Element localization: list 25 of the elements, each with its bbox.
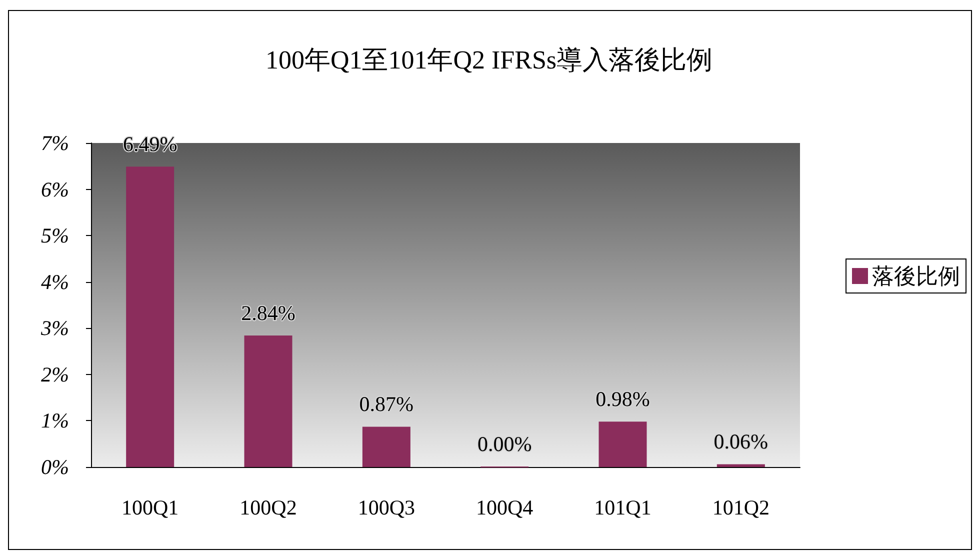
y-tick-label: 7% xyxy=(41,131,69,155)
data-label: 0.06% xyxy=(714,430,768,454)
x-tick-label: 100Q2 xyxy=(240,496,297,520)
bar xyxy=(598,422,647,467)
data-label: 0.87% xyxy=(359,392,414,416)
chart-title: 100年Q1至101年Q2 IFRSs導入落後比例 xyxy=(265,46,713,74)
bar xyxy=(244,336,292,467)
y-tick-label: 6% xyxy=(41,177,69,202)
y-tick-label: 3% xyxy=(40,316,69,340)
y-tick-label: 4% xyxy=(41,270,69,294)
bar xyxy=(362,426,410,467)
x-tick-label: 101Q2 xyxy=(712,496,770,520)
y-tick-label: 0% xyxy=(41,455,69,479)
y-tick-label: 1% xyxy=(41,408,69,433)
data-label: 0.00% xyxy=(477,432,532,456)
data-label: 0.98% xyxy=(596,387,650,412)
y-tick-label: 2% xyxy=(41,362,69,386)
bar xyxy=(126,166,174,467)
x-tick-label: 100Q1 xyxy=(121,496,179,520)
legend-label: 落後比例 xyxy=(872,264,960,288)
x-tick-label: 100Q4 xyxy=(476,496,534,520)
x-tick-label: 100Q3 xyxy=(358,496,416,520)
x-tick-label: 101Q1 xyxy=(594,496,652,520)
y-tick-label: 5% xyxy=(41,224,69,248)
data-label: 2.84% xyxy=(241,301,296,326)
